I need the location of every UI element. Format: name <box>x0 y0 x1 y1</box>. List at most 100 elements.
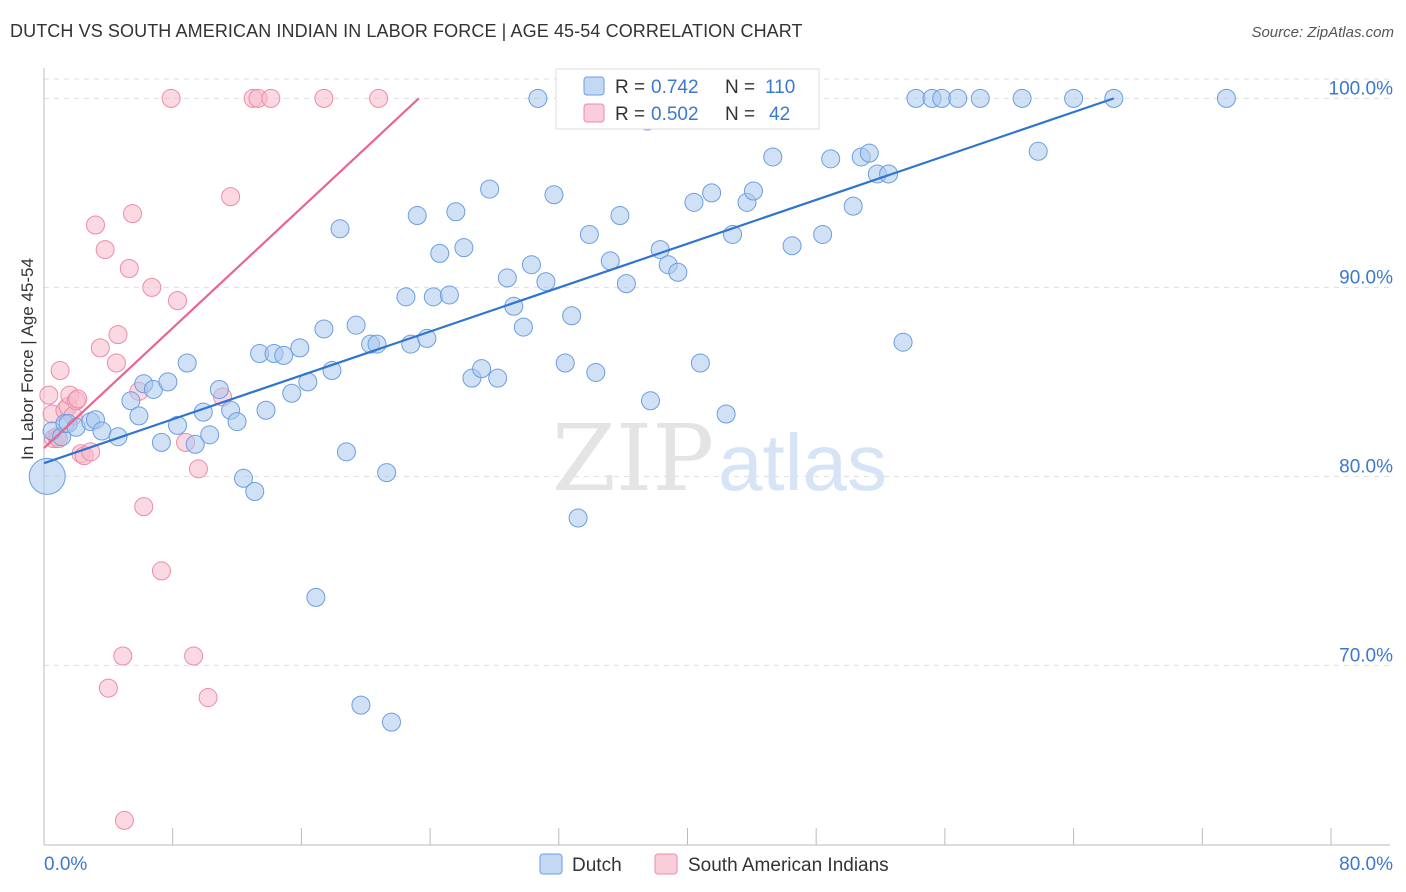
trendline-sai <box>43 97 420 449</box>
dutch-point <box>314 319 334 339</box>
dutch-point <box>690 353 710 373</box>
sai-point <box>188 459 208 479</box>
dutch-point <box>381 712 401 732</box>
dutch-point <box>92 421 112 441</box>
sai-point <box>106 353 126 373</box>
dutch-point <box>668 262 688 282</box>
sai-point <box>314 88 334 108</box>
dutch-point <box>185 434 205 454</box>
dutch-point <box>893 332 913 352</box>
dutch-point <box>948 88 968 108</box>
dutch-point <box>290 338 310 358</box>
sai-point <box>113 646 133 666</box>
sai-point <box>184 646 204 666</box>
bottom-legend-swatch-dutch[interactable] <box>539 853 563 875</box>
dutch-point <box>616 274 636 294</box>
dutch-point <box>407 206 427 226</box>
axes <box>43 68 1390 846</box>
y-tick-label: 70.0% <box>1339 645 1393 666</box>
dutch-point <box>906 88 926 108</box>
dutch-point <box>245 482 265 502</box>
sai-point <box>151 561 171 581</box>
dutch-point <box>528 88 548 108</box>
trendline-dutch <box>43 97 1115 465</box>
chart-title: DUTCH VS SOUTH AMERICAN INDIAN IN LABOR … <box>10 21 803 41</box>
dutch-point <box>282 383 302 403</box>
dutch-point <box>330 219 350 239</box>
y-tick-label: 100.0% <box>1329 78 1394 99</box>
dutch-point <box>158 372 178 392</box>
dutch-point <box>256 400 276 420</box>
bottom-legend-sai[interactable]: South American Indians <box>688 855 889 876</box>
sai-point <box>50 361 70 381</box>
dutch-point <box>1216 88 1236 108</box>
dutch-point <box>1028 141 1048 161</box>
dutch-point <box>488 368 508 388</box>
dutch-point <box>209 379 229 399</box>
sai-point <box>39 385 59 405</box>
legend: R = 0.742 N = 110 R = 0.502 N = 42 <box>555 68 820 130</box>
dutch-point <box>200 425 220 445</box>
sai-point <box>142 277 162 297</box>
x-tick-label: 0.0% <box>44 854 87 875</box>
sai-point <box>221 187 241 207</box>
bottom-legend-dutch[interactable]: Dutch <box>572 855 622 876</box>
dutch-point <box>336 442 356 462</box>
dutch-point <box>396 287 416 307</box>
dutch-point <box>610 206 630 226</box>
dutch-point <box>932 88 952 108</box>
dutch-point <box>859 143 879 163</box>
dutch-point <box>151 432 171 452</box>
dutch-point <box>1064 88 1084 108</box>
sai-point <box>134 497 154 517</box>
dutch-point <box>233 468 253 488</box>
sai-point <box>108 325 128 345</box>
dutch-point <box>536 272 556 292</box>
legend-swatch-sai <box>583 103 605 123</box>
dutch-point <box>439 285 459 305</box>
source-label: Source: ZipAtlas.com <box>1251 24 1394 41</box>
dutch-point <box>782 236 802 256</box>
dutch-point <box>702 183 722 203</box>
legend-n-label-dutch: N = <box>725 77 755 98</box>
dutch-point <box>813 224 833 244</box>
dutch-point <box>843 196 863 216</box>
dutch-point <box>544 185 564 205</box>
dutch-point <box>555 353 575 373</box>
legend-r-label-dutch: R = <box>615 77 645 98</box>
dutch-point <box>970 88 990 108</box>
dutch-point <box>763 147 783 167</box>
legend-r-label-sai: R = <box>615 104 645 125</box>
dutch-point <box>306 587 326 607</box>
y-tick-label: 80.0% <box>1339 456 1393 477</box>
sai-point <box>261 88 281 108</box>
trendlines <box>43 97 1115 465</box>
sai-point <box>198 688 218 708</box>
watermark: ZIP atlas <box>552 405 887 512</box>
dutch-point <box>1012 88 1032 108</box>
dutch-point <box>351 695 371 715</box>
dutch-point <box>472 359 492 379</box>
sai-point <box>114 810 134 830</box>
dutch-point <box>586 362 606 382</box>
sai-point <box>369 88 389 108</box>
dutch-point <box>377 463 397 483</box>
dutch-point <box>480 179 500 199</box>
bottom-legend-swatch-sai[interactable] <box>654 853 678 875</box>
dutch-point <box>640 391 660 411</box>
dutch-point <box>177 353 197 373</box>
legend-r-sai: 0.502 <box>651 104 699 125</box>
dutch-point <box>568 508 588 528</box>
dutch-point <box>497 268 517 288</box>
dutch-point <box>423 287 443 307</box>
dutch-point <box>521 255 541 275</box>
sai-point <box>81 442 101 462</box>
watermark-atlas: atlas <box>718 418 887 507</box>
sai-point <box>119 258 139 278</box>
dutch-point <box>821 149 841 169</box>
y-tick-label: 90.0% <box>1339 267 1393 288</box>
legend-n-dutch: 110 <box>765 77 795 98</box>
tick-labels: 100.0% 90.0% 80.0% 70.0% 0.0% 80.0% <box>44 78 1393 875</box>
sai-point <box>168 291 188 311</box>
